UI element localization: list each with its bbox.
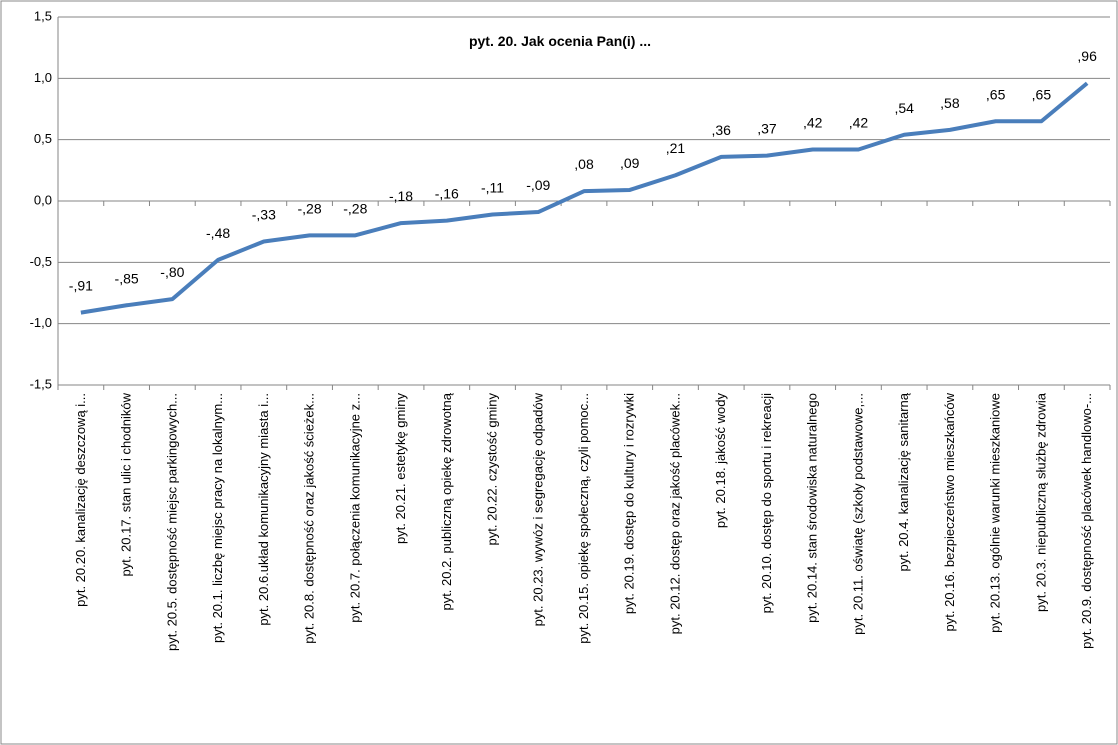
x-tick-label: pyt. 20.1. liczbę miejsc pracy na lokaln… bbox=[210, 393, 225, 643]
x-tick-label: pyt. 20.23. wywóz i segregację odpadów bbox=[530, 392, 545, 626]
data-label: -,85 bbox=[115, 270, 139, 286]
y-tick-label: -1,0 bbox=[30, 315, 52, 330]
data-label: -,28 bbox=[298, 200, 322, 216]
data-label: -,80 bbox=[160, 264, 184, 280]
data-label: -,33 bbox=[252, 206, 276, 222]
data-label: ,65 bbox=[986, 86, 1006, 102]
x-tick-label: pyt. 20.4. kanalizację sanitarną bbox=[896, 392, 911, 571]
x-tick-label: pyt. 20.3. niepubliczną służbę zdrowia bbox=[1033, 392, 1048, 612]
data-label: ,09 bbox=[620, 155, 640, 171]
data-label: -,09 bbox=[526, 177, 550, 193]
data-label: ,37 bbox=[757, 121, 777, 137]
data-label: ,96 bbox=[1077, 48, 1097, 64]
x-tick-label: pyt. 20.7. połączenia komunikacyjne z... bbox=[347, 393, 362, 623]
x-tick-label: pyt. 20.15. opiekę społeczną, czyli pomo… bbox=[576, 393, 591, 644]
y-tick-label: 1,0 bbox=[34, 70, 52, 85]
data-label: ,65 bbox=[1032, 86, 1052, 102]
data-label: ,42 bbox=[849, 114, 869, 130]
y-tick-label: 0,5 bbox=[34, 131, 52, 146]
data-label: ,21 bbox=[666, 140, 686, 156]
chart-title: pyt. 20. Jak ocenia Pan(i) ... bbox=[469, 33, 651, 49]
x-tick-label: pyt. 20.12. dostęp oraz jakość placówek.… bbox=[667, 393, 682, 634]
x-tick-label: pyt. 20.5. dostępność miejsc parkingowyc… bbox=[164, 393, 179, 651]
data-label: ,36 bbox=[711, 122, 731, 138]
data-line bbox=[80, 81, 1089, 315]
data-label: ,58 bbox=[940, 95, 960, 111]
x-tick-label: pyt. 20.8. dostępność oraz jakość ścieże… bbox=[302, 393, 317, 644]
x-tick-label: pyt. 20.2. publiczną opiekę zdrowotną bbox=[439, 392, 454, 610]
y-tick-label: -0,5 bbox=[30, 254, 52, 269]
x-tick-label: pyt. 20.21. estetykę gminy bbox=[393, 393, 408, 545]
data-label: -,28 bbox=[343, 200, 367, 216]
data-label: -,11 bbox=[481, 179, 504, 195]
x-tick-label: pyt. 20.14. stan środowiska naturalnego bbox=[805, 393, 820, 623]
y-tick-label: 1,5 bbox=[34, 8, 52, 23]
x-tick-label: pyt. 20.16. bezpieczeństwo mieszkańców bbox=[942, 392, 957, 631]
data-label: -,48 bbox=[206, 225, 230, 241]
x-tick-label: pyt. 20.17. stan ulic i chodników bbox=[119, 392, 134, 576]
x-tick-label: pyt. 20.11. oświatę (szkoły podstawowe,.… bbox=[850, 393, 865, 635]
y-tick-label: 0,0 bbox=[34, 192, 52, 207]
data-label: -,16 bbox=[435, 186, 459, 202]
x-tick-label: pyt. 20.13. ogólnie warunki mieszkaniowe bbox=[988, 393, 1003, 633]
x-tick-label: pyt. 20.6.układ komunikacyjny miasta i..… bbox=[256, 393, 271, 626]
data-label: -,91 bbox=[69, 278, 93, 294]
data-label: ,54 bbox=[894, 100, 914, 116]
x-tick-label: pyt. 20.18. jakość wody bbox=[713, 393, 728, 529]
data-label: -,18 bbox=[389, 188, 413, 204]
x-tick-label: pyt. 20.10. dostęp do sportu i rekreacji bbox=[759, 393, 774, 614]
x-tick-label: pyt. 20.22. czystość gminy bbox=[485, 393, 500, 546]
data-label: ,42 bbox=[803, 114, 823, 130]
x-tick-label: pyt. 20.20. kanalizację deszczową i... bbox=[73, 393, 88, 607]
x-tick-label: pyt. 20.9. dostępność placówek handlowo-… bbox=[1079, 393, 1094, 649]
x-tick-label: pyt. 20.19. dostęp do kultury i rozrywki bbox=[622, 393, 637, 614]
y-tick-label: -1,5 bbox=[30, 376, 52, 391]
data-label: ,08 bbox=[574, 156, 594, 172]
